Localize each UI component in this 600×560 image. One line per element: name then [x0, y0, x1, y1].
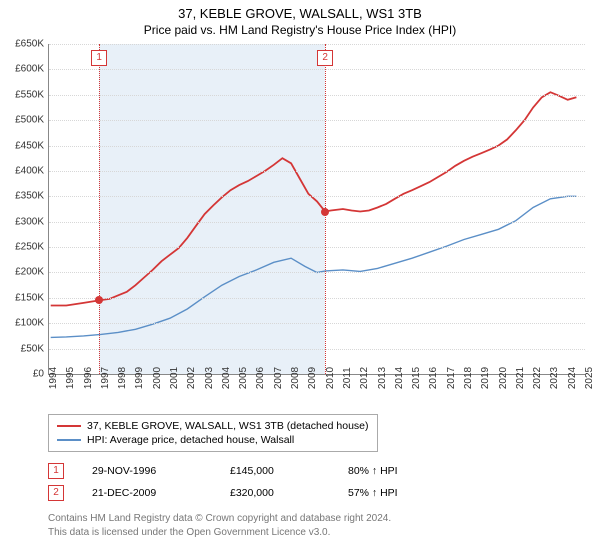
x-axis-label: 1997	[100, 367, 111, 389]
plot-region: 12	[48, 44, 585, 375]
x-axis-label: 1999	[134, 367, 145, 389]
y-axis-label: £450K	[0, 140, 44, 151]
x-axis-label: 1998	[117, 367, 128, 389]
series-line	[51, 196, 577, 337]
x-axis-label: 2005	[238, 367, 249, 389]
y-axis-label: £50K	[0, 343, 44, 354]
x-axis-label: 2017	[446, 367, 457, 389]
legend-item: 37, KEBLE GROVE, WALSALL, WS1 3TB (detac…	[57, 419, 369, 433]
y-axis-label: £600K	[0, 64, 44, 75]
x-axis-label: 2012	[359, 367, 370, 389]
x-axis-label: 2007	[273, 367, 284, 389]
x-axis-label: 2006	[255, 367, 266, 389]
x-axis-label: 2009	[307, 367, 318, 389]
footnote-line: Contains HM Land Registry data © Crown c…	[48, 512, 391, 526]
chart-container: 37, KEBLE GROVE, WALSALL, WS1 3TB Price …	[0, 0, 600, 560]
event-marker: 1	[91, 50, 107, 66]
x-axis-label: 2018	[463, 367, 474, 389]
series-line	[51, 92, 577, 305]
x-axis-label: 2008	[290, 367, 301, 389]
x-axis-label: 2001	[169, 367, 180, 389]
y-axis-label: £650K	[0, 39, 44, 50]
x-axis-label: 2016	[428, 367, 439, 389]
chart-title: 37, KEBLE GROVE, WALSALL, WS1 3TB	[0, 0, 600, 21]
x-axis-label: 2002	[186, 367, 197, 389]
x-axis-label: 2024	[567, 367, 578, 389]
chart-area: 12 £0£50K£100K£150K£200K£250K£300K£350K£…	[48, 44, 584, 374]
x-axis-label: 2011	[342, 367, 353, 389]
footnote: Contains HM Land Registry data © Crown c…	[48, 512, 391, 539]
line-layer	[49, 44, 585, 374]
y-axis-label: £200K	[0, 267, 44, 278]
x-axis-label: 2023	[549, 367, 560, 389]
events-table: 129-NOV-1996£145,00080% ↑ HPI221-DEC-200…	[48, 460, 438, 504]
x-axis-label: 2025	[584, 367, 595, 389]
y-axis-label: £150K	[0, 292, 44, 303]
event-marker: 2	[317, 50, 333, 66]
event-row: 221-DEC-2009£320,00057% ↑ HPI	[48, 482, 438, 504]
y-axis-label: £550K	[0, 89, 44, 100]
y-axis-label: £250K	[0, 242, 44, 253]
x-axis-label: 2003	[204, 367, 215, 389]
chart-subtitle: Price paid vs. HM Land Registry's House …	[0, 21, 600, 41]
x-axis-label: 2020	[498, 367, 509, 389]
legend: 37, KEBLE GROVE, WALSALL, WS1 3TB (detac…	[48, 414, 378, 452]
x-axis-label: 1995	[65, 367, 76, 389]
x-axis-label: 2021	[515, 367, 526, 389]
y-axis-label: £400K	[0, 165, 44, 176]
x-axis-label: 2022	[532, 367, 543, 389]
x-axis-label: 2015	[411, 367, 422, 389]
y-axis-label: £300K	[0, 216, 44, 227]
x-axis-label: 1994	[48, 367, 59, 389]
footnote-line: This data is licensed under the Open Gov…	[48, 526, 391, 540]
y-axis-label: £100K	[0, 318, 44, 329]
x-axis-label: 2013	[377, 367, 388, 389]
legend-item: HPI: Average price, detached house, Wals…	[57, 433, 369, 447]
x-axis-label: 2000	[152, 367, 163, 389]
x-axis-label: 2010	[325, 367, 336, 389]
event-row: 129-NOV-1996£145,00080% ↑ HPI	[48, 460, 438, 482]
x-axis-label: 2014	[394, 367, 405, 389]
x-axis-label: 1996	[83, 367, 94, 389]
y-axis-label: £500K	[0, 115, 44, 126]
x-axis-label: 2004	[221, 367, 232, 389]
x-axis-label: 2019	[480, 367, 491, 389]
y-axis-label: £0	[0, 369, 44, 380]
y-axis-label: £350K	[0, 191, 44, 202]
